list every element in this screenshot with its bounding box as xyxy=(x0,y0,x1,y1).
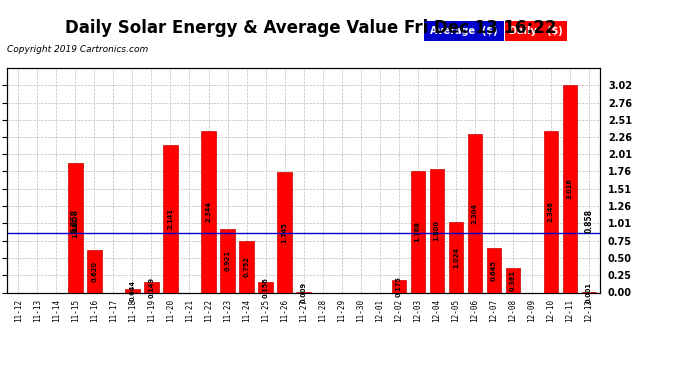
Bar xyxy=(220,229,235,292)
Text: 0.361: 0.361 xyxy=(510,270,516,291)
Text: 1.887: 1.887 xyxy=(72,217,79,238)
Text: 2.304: 2.304 xyxy=(472,203,477,224)
Bar xyxy=(259,282,273,292)
Text: 0.149: 0.149 xyxy=(148,277,155,298)
Bar xyxy=(68,163,83,292)
Text: 1.745: 1.745 xyxy=(282,222,288,243)
Text: 2.141: 2.141 xyxy=(168,209,173,230)
Bar xyxy=(430,169,444,292)
Text: Copyright 2019 Cartronics.com: Copyright 2019 Cartronics.com xyxy=(7,45,148,54)
Bar xyxy=(544,131,558,292)
Text: 0.001: 0.001 xyxy=(586,282,592,303)
Text: 1.024: 1.024 xyxy=(453,247,459,268)
Bar xyxy=(486,248,501,292)
Bar xyxy=(506,268,520,292)
Text: Daily   ($): Daily ($) xyxy=(509,26,563,36)
Text: Average  ($): Average ($) xyxy=(430,26,498,36)
Text: 0.620: 0.620 xyxy=(91,261,97,282)
Bar xyxy=(277,172,292,292)
Bar xyxy=(144,282,159,292)
Text: 3.016: 3.016 xyxy=(567,178,573,199)
Bar xyxy=(448,222,463,292)
Bar xyxy=(411,171,425,292)
Text: 0.044: 0.044 xyxy=(130,280,135,302)
Text: 0.645: 0.645 xyxy=(491,260,497,281)
Bar xyxy=(239,241,254,292)
Bar xyxy=(87,250,101,292)
Text: 2.344: 2.344 xyxy=(206,201,212,222)
Text: 0.858: 0.858 xyxy=(71,210,80,234)
Text: 1.800: 1.800 xyxy=(434,220,440,241)
Text: 0.009: 0.009 xyxy=(301,282,306,303)
Text: 2.346: 2.346 xyxy=(548,201,554,222)
Bar xyxy=(391,280,406,292)
Text: 0.752: 0.752 xyxy=(244,256,250,277)
Bar xyxy=(126,290,139,292)
Text: 0.921: 0.921 xyxy=(224,251,230,272)
Bar xyxy=(468,134,482,292)
Bar xyxy=(164,145,177,292)
Text: Daily Solar Energy & Average Value Fri Dec 13 16:22: Daily Solar Energy & Average Value Fri D… xyxy=(65,19,556,37)
Text: 0.858: 0.858 xyxy=(584,210,593,234)
Text: 1.768: 1.768 xyxy=(415,221,421,242)
Text: 0.175: 0.175 xyxy=(395,276,402,297)
Bar xyxy=(563,85,577,292)
Bar xyxy=(201,131,216,292)
Text: 0.156: 0.156 xyxy=(263,277,268,298)
